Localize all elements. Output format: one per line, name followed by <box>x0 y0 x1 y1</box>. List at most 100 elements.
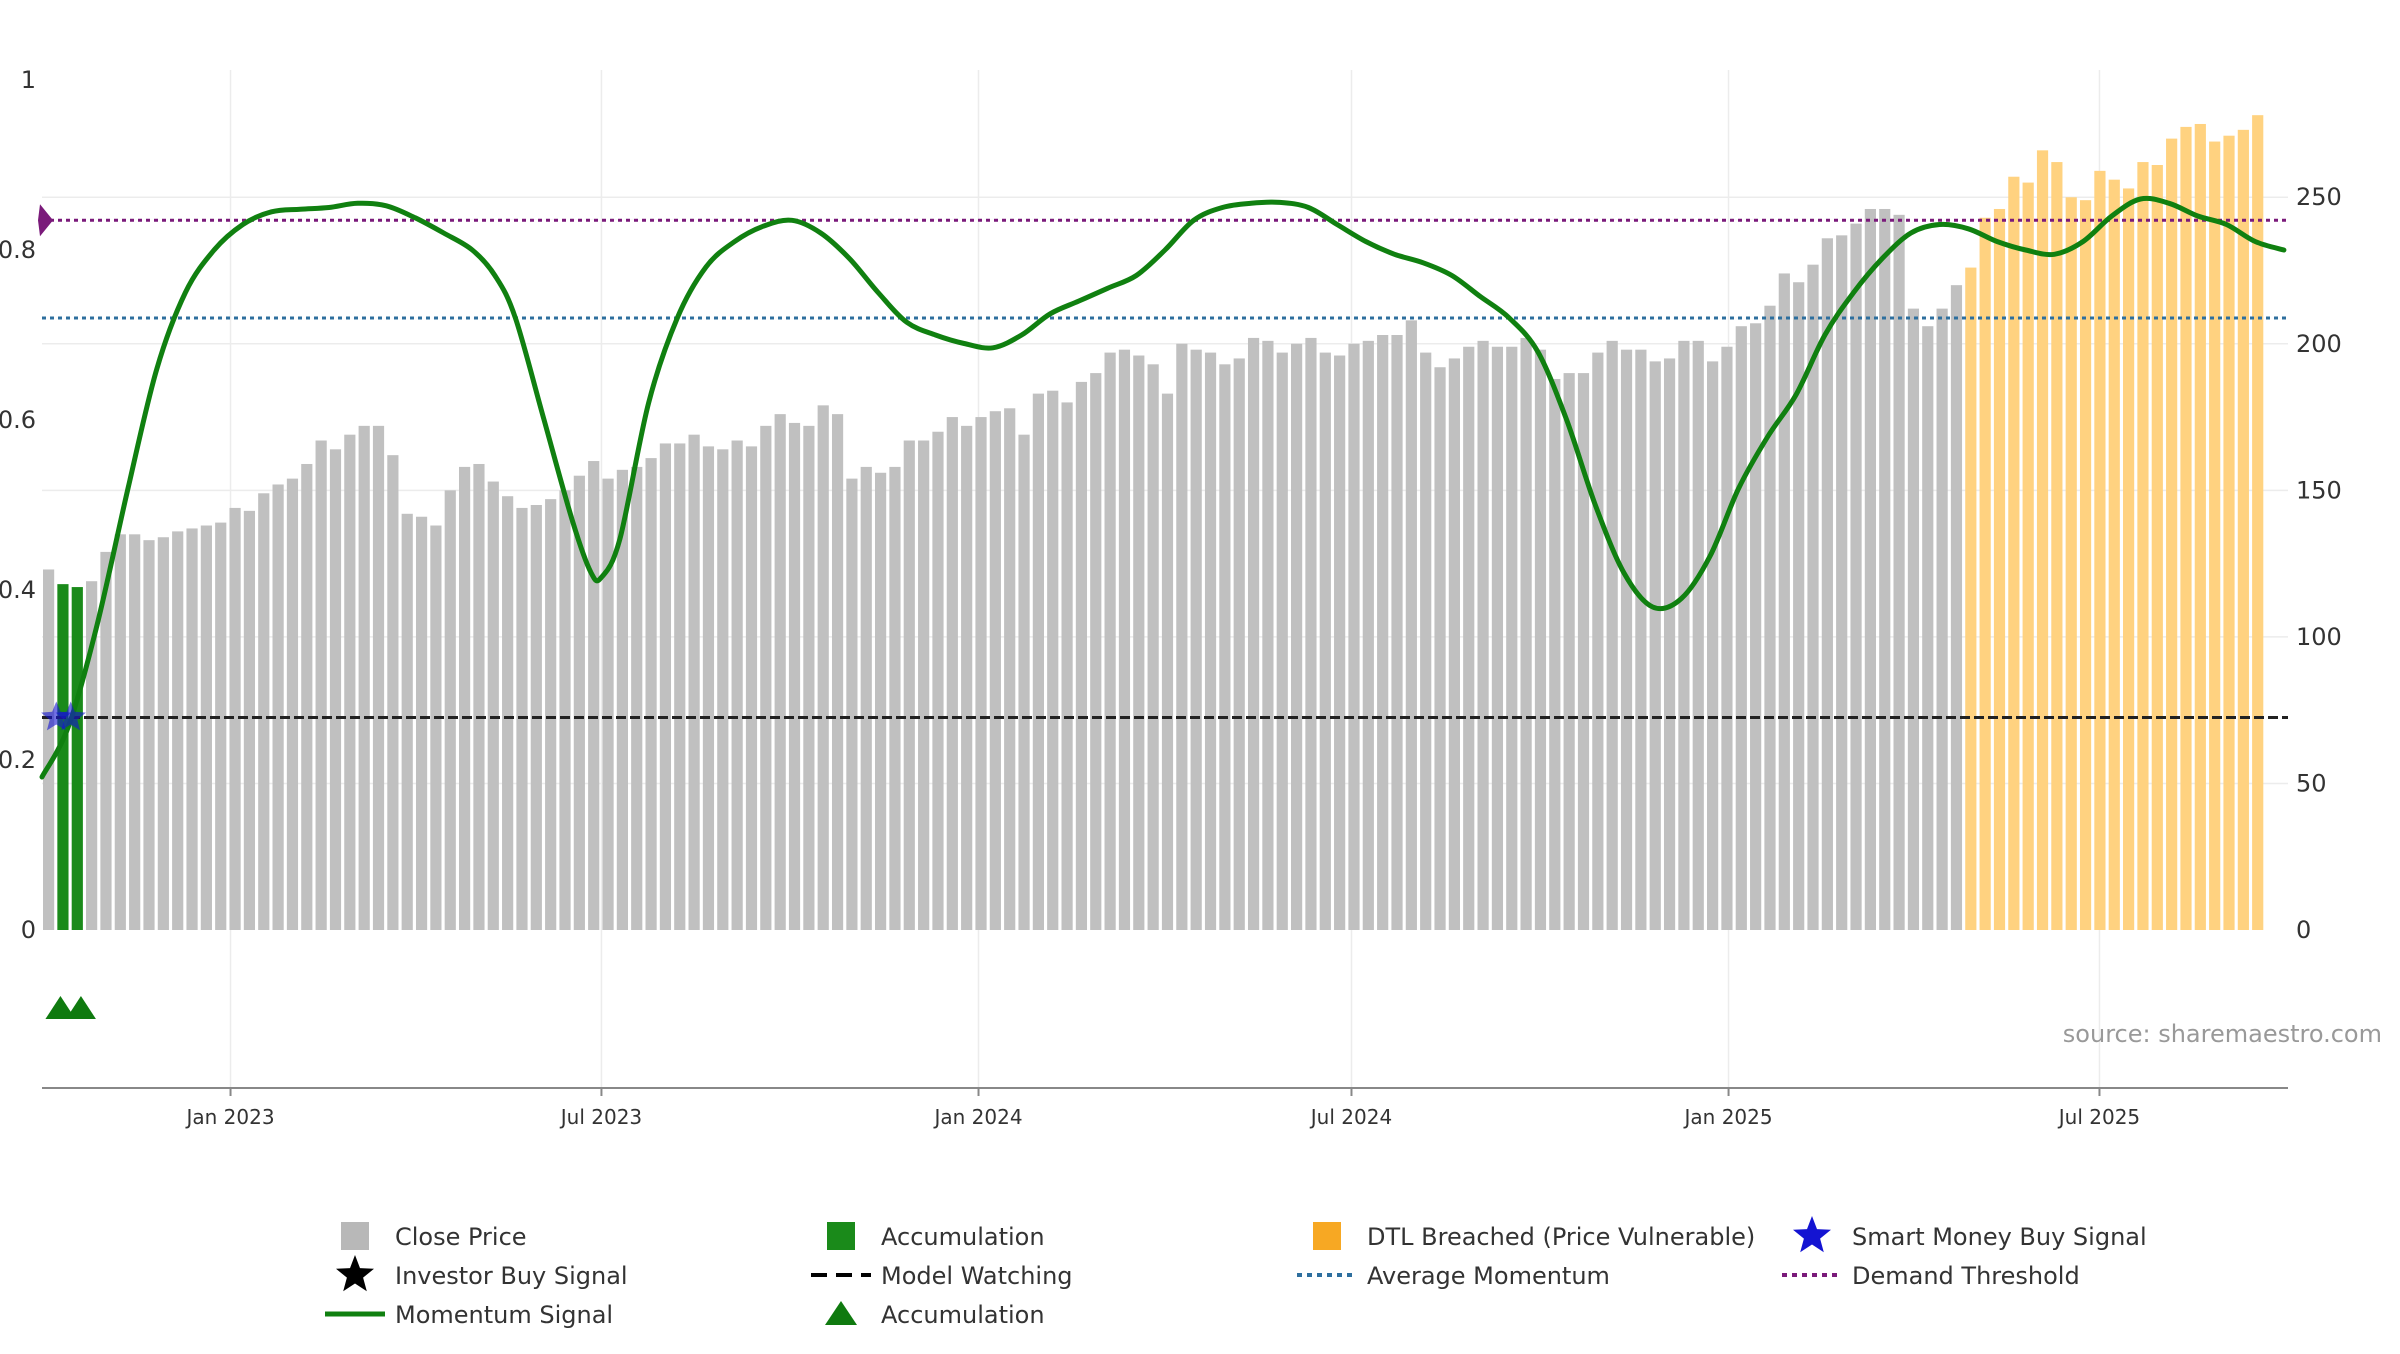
price-bar <box>760 425 772 930</box>
price-bar <box>889 466 901 930</box>
legend-swatch-star <box>336 1255 374 1292</box>
legend-swatch-triangle <box>825 1301 857 1325</box>
price-bar <box>602 478 614 930</box>
price-bar <box>157 537 169 930</box>
price-bar <box>1377 335 1389 930</box>
smart-money-star <box>55 701 86 731</box>
price-bar <box>1405 320 1417 931</box>
price-bar <box>975 417 987 930</box>
breach-bar <box>2022 182 2034 931</box>
breach-bar <box>2094 170 2106 931</box>
price-bar <box>1807 264 1819 930</box>
price-bar <box>573 475 585 930</box>
price-bar <box>745 446 758 930</box>
breach-bar <box>1993 208 2006 931</box>
price-bar <box>1879 208 1891 931</box>
axis-layer: Jan 2023 Jul 2023 Jan 2024 Jul 2024 Jan 2025… <box>0 66 2342 1129</box>
left-tick-label: 0 <box>21 916 36 944</box>
price-bar <box>243 510 256 930</box>
price-bar <box>372 425 385 930</box>
price-bar <box>559 490 571 930</box>
price-bar <box>545 499 557 930</box>
price-bar <box>1649 361 1661 930</box>
breach-bar <box>2137 162 2149 930</box>
price-bar <box>1950 285 1963 930</box>
legend-label: Smart Money Buy Signal <box>1852 1223 2147 1251</box>
price-bar <box>918 440 930 930</box>
breach-bar <box>2123 188 2135 930</box>
price-bar <box>1247 337 1260 930</box>
legend-item: Smart Money Buy Signal <box>1793 1216 2147 1253</box>
breach-bar <box>2008 176 2020 931</box>
price-bar <box>1276 352 1288 931</box>
price-bar <box>1233 358 1245 930</box>
price-bar <box>1836 235 1848 931</box>
price-bar <box>502 496 514 930</box>
legend: Close Price Accumulation DTL Breached (Pri… <box>325 1216 2147 1329</box>
price-bar <box>1391 335 1403 930</box>
source-label: source: sharemaestro.com <box>2063 1020 2382 1048</box>
price-bar <box>1118 349 1131 930</box>
price-bar <box>1707 361 1719 930</box>
price-bar <box>430 525 442 930</box>
legend-label: Model Watching <box>881 1262 1073 1290</box>
price-bar <box>1506 346 1518 931</box>
legend-label: Demand Threshold <box>1852 1262 2080 1290</box>
price-bar <box>946 417 958 930</box>
price-bar <box>846 478 858 930</box>
legend-label: DTL Breached (Price Vulnerable) <box>1367 1223 1755 1251</box>
left-tick-label: 0.4 <box>0 576 36 604</box>
breach-bar <box>2108 179 2120 930</box>
breach-bar <box>2194 123 2206 931</box>
legend-swatch-star <box>1793 1216 1831 1253</box>
price-bar <box>329 449 342 930</box>
price-bar <box>1448 358 1460 930</box>
legend-label: Close Price <box>395 1223 527 1251</box>
price-bar <box>875 472 887 930</box>
price-bar <box>143 540 155 930</box>
price-bar <box>358 425 370 930</box>
x-tick-label: Jul 2025 <box>2057 1105 2140 1129</box>
price-bar <box>286 478 299 930</box>
price-bar <box>1477 340 1489 930</box>
price-bar <box>487 481 499 930</box>
price-bar <box>659 443 672 930</box>
legend-item: Model Watching <box>811 1262 1073 1290</box>
price-bar <box>1750 323 1762 930</box>
legend-label: Average Momentum <box>1367 1262 1610 1290</box>
breach-bar <box>1979 217 1991 930</box>
legend-swatch-square <box>341 1222 369 1250</box>
price-bar <box>1821 238 1833 930</box>
price-bar <box>1262 340 1274 930</box>
x-tick-label: Jul 2024 <box>1309 1105 1392 1129</box>
price-bar <box>1090 373 1102 931</box>
price-bar <box>444 490 456 930</box>
breach-bar <box>2036 150 2049 931</box>
left-tick-label: 0.2 <box>0 746 36 774</box>
price-bar <box>1319 352 1331 931</box>
price-bar <box>1936 308 1948 930</box>
price-bar <box>1850 223 1862 930</box>
price-bar <box>903 440 915 930</box>
price-bar <box>301 463 313 930</box>
price-bar <box>1577 373 1590 931</box>
breach-bar <box>2166 138 2178 930</box>
price-bar <box>1549 378 1561 931</box>
legend-label: Accumulation <box>881 1223 1045 1251</box>
price-bar <box>1864 208 1876 931</box>
price-bar <box>1348 343 1360 930</box>
price-bar <box>1291 343 1303 930</box>
smart-money-star <box>41 701 72 731</box>
breach-bar <box>2051 162 2063 930</box>
reference-lines <box>42 218 2288 719</box>
legend-item: Investor Buy Signal <box>336 1255 628 1292</box>
price-bar <box>1147 364 1159 930</box>
legend-swatch-square <box>827 1222 855 1250</box>
x-tick-label: Jan 2025 <box>1683 1105 1773 1129</box>
price-bar <box>1721 346 1733 931</box>
price-bar <box>1663 358 1676 930</box>
x-tick-label: Jan 2023 <box>184 1105 274 1129</box>
demand-threshold-marker <box>38 204 53 237</box>
breach-bar <box>2079 200 2092 931</box>
